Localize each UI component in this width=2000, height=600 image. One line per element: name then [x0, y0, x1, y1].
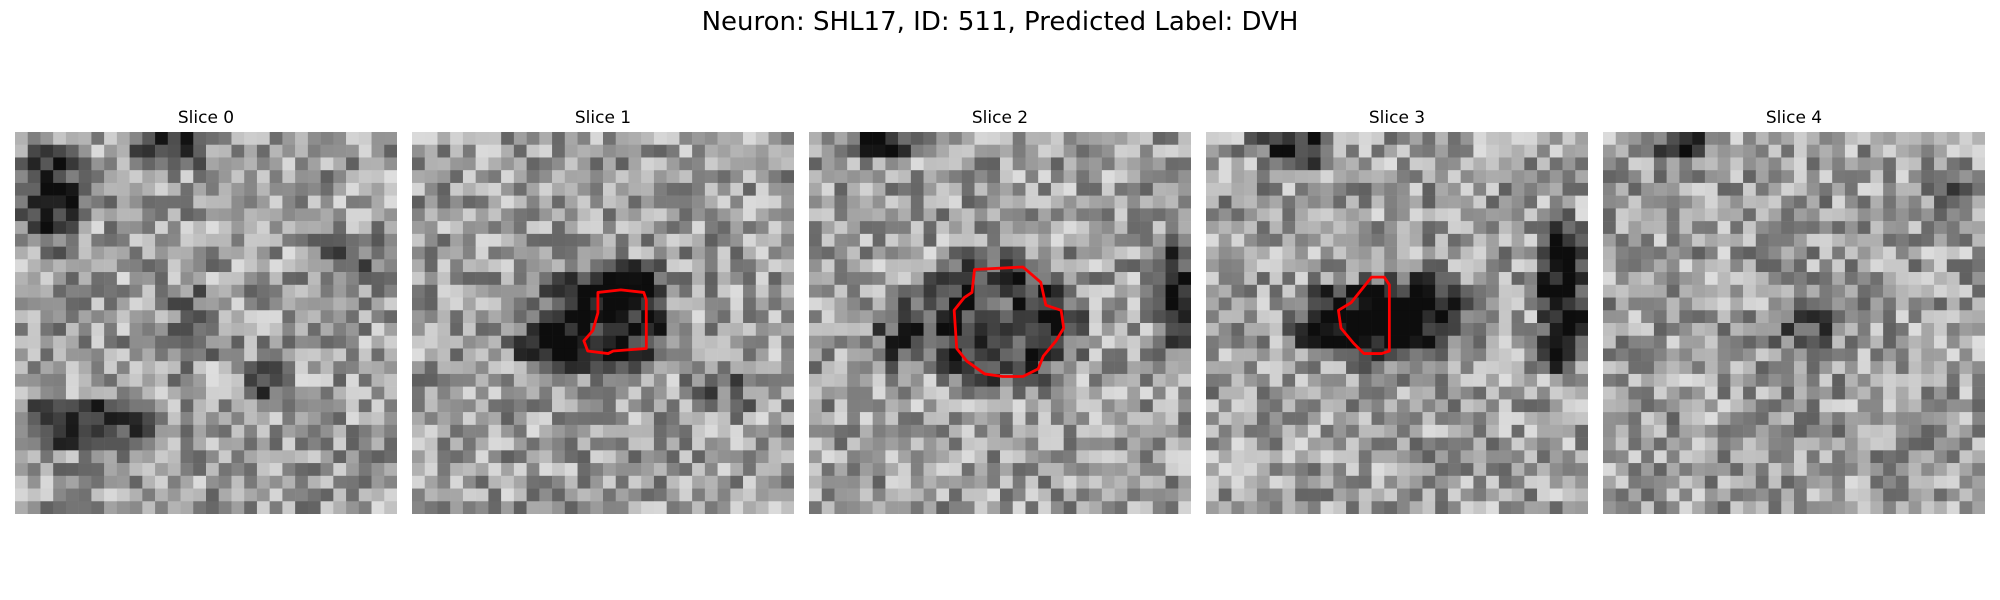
- slice-panel-0: Slice 0: [15, 108, 397, 514]
- slice-panel-3: Slice 3: [1206, 108, 1588, 514]
- slice-title: Slice 4: [1765, 108, 1823, 128]
- slice-image: [1206, 132, 1588, 514]
- slice-image: [15, 132, 397, 514]
- neuron-contour: [952, 265, 1066, 378]
- slice-title: Slice 1: [574, 108, 632, 128]
- slice-title: Slice 3: [1368, 108, 1426, 128]
- slice-panel-2: Slice 2: [809, 108, 1191, 514]
- slice-panel-4: Slice 4: [1603, 108, 1985, 514]
- neuron-contour: [582, 288, 648, 355]
- neuron-contour: [1337, 275, 1391, 355]
- slice-title: Slice 0: [177, 108, 235, 128]
- slice-image: [412, 132, 794, 514]
- figure-title: Neuron: SHL17, ID: 511, Predicted Label:…: [701, 7, 1299, 37]
- slice-title: Slice 2: [971, 108, 1029, 128]
- slice-image: [809, 132, 1191, 514]
- slice-panel-1: Slice 1: [412, 108, 794, 514]
- slice-image: [1603, 132, 1985, 514]
